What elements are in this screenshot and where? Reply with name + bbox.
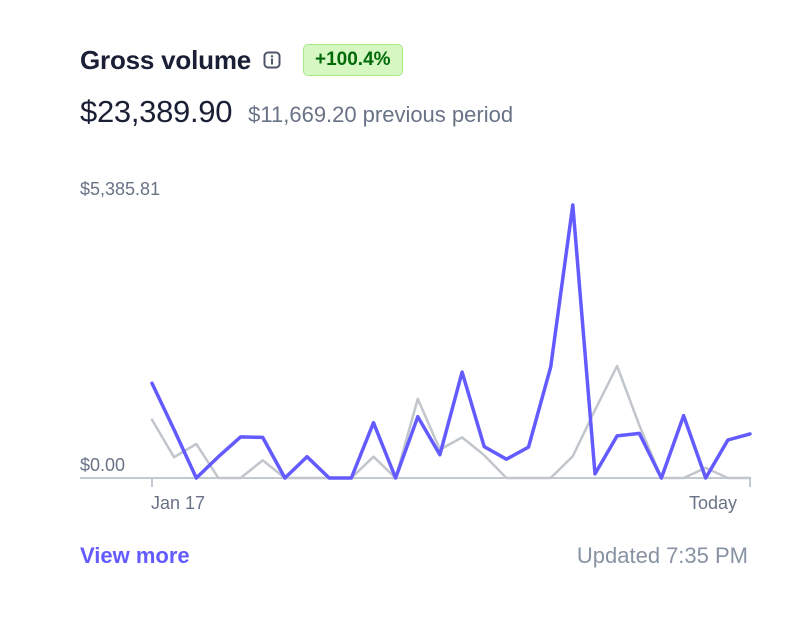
updated-status: Updated 7:35 PM bbox=[577, 543, 748, 569]
updated-time: 7:35 PM bbox=[666, 543, 748, 568]
x-tick-label-start: Jan 17 bbox=[151, 493, 206, 513]
gross-volume-amount: $23,389.90 bbox=[80, 94, 233, 129]
y-tick-label-min: $0.00 bbox=[80, 455, 126, 475]
change-badge: +100.4% bbox=[303, 44, 403, 76]
updated-label: Updated bbox=[576, 543, 661, 568]
series-line-current bbox=[150, 203, 752, 480]
widget-title: Gross volume bbox=[80, 44, 251, 75]
view-more-link[interactable]: View more bbox=[80, 543, 190, 568]
info-icon[interactable] bbox=[263, 51, 281, 69]
amount-row: $23,389.90 $11,669.20 previous period bbox=[80, 94, 513, 130]
previous-period-label: previous period bbox=[362, 102, 514, 127]
header-row: Gross volume +100.4% bbox=[80, 40, 403, 80]
y-tick-label-max: $5,385.81 bbox=[80, 179, 161, 199]
x-tick-label-end: Today bbox=[689, 493, 738, 513]
previous-period: $11,669.20 previous period bbox=[248, 102, 513, 128]
series-line-previous bbox=[150, 364, 752, 480]
previous-period-value: $11,669.20 bbox=[248, 102, 357, 127]
